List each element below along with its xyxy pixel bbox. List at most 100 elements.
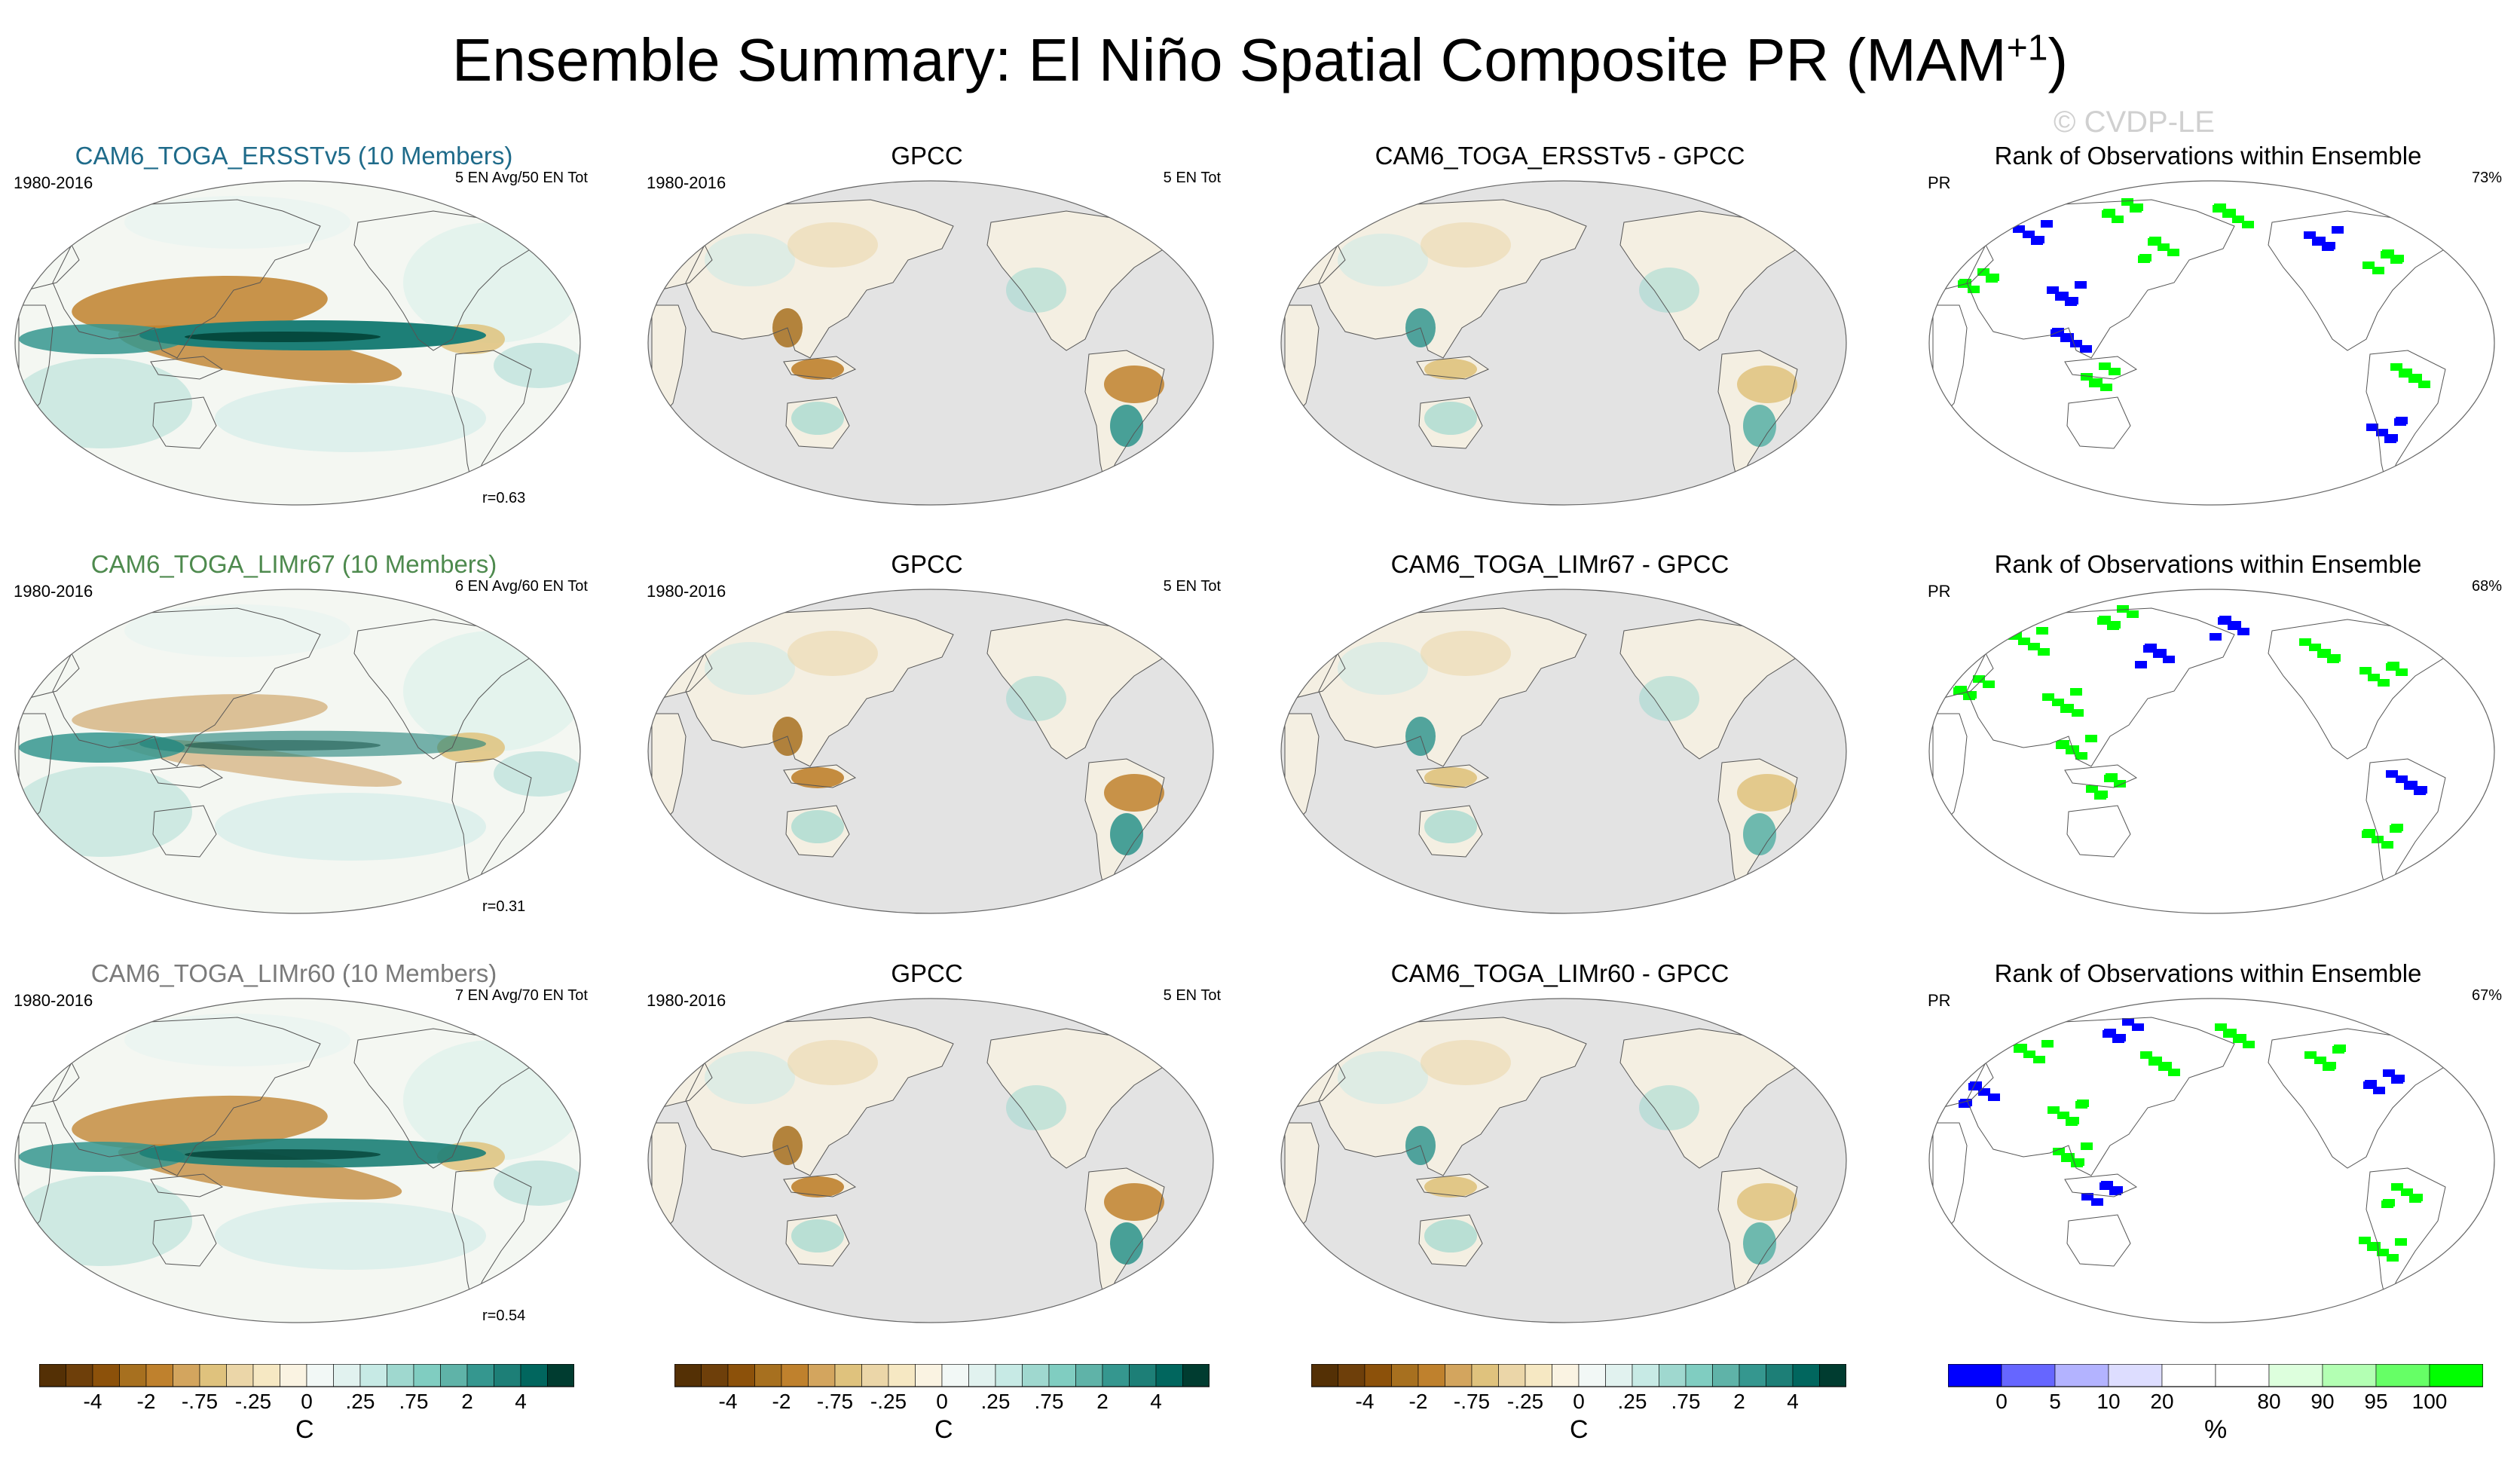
figure-title-close: ) <box>2048 26 2069 93</box>
map-rank <box>1928 998 2495 1323</box>
map-model <box>14 180 581 506</box>
colorbar-tick: .25 <box>980 1390 1011 1413</box>
colorbar-tick: -2 <box>136 1390 156 1413</box>
period-label: 1980-2016 <box>647 991 726 1010</box>
colorbar-tick: 100 <box>2411 1390 2448 1413</box>
diff-title: CAM6_TOGA_LIMr60 - GPCC <box>1390 959 1729 987</box>
period-label: 1980-2016 <box>647 582 726 601</box>
colorbar-tick: 4 <box>1150 1390 1162 1413</box>
colorbar-tick: 2 <box>461 1390 473 1413</box>
period-label: 1980-2016 <box>647 173 726 192</box>
colorbar-strip <box>1311 1364 1846 1387</box>
colorbar-tick: 0 <box>301 1390 313 1413</box>
panel-model-row3: CAM6_TOGA_LIMr60 (10 Members) 1980-2016 … <box>0 938 588 1338</box>
colorbar-tick: -.25 <box>870 1390 907 1413</box>
colorbar-anomaly-2: C -4 -2 -.75 -.25 0 .25 .75 2 4 <box>674 1364 1217 1447</box>
model-title: CAM6_TOGA_LIMr67 (10 Members) <box>90 550 497 578</box>
panel-obs-row1: GPCC 1980-2016 5 EN Tot <box>633 121 1221 520</box>
colorbar-tick: .75 <box>399 1390 429 1413</box>
event-count: 5 EN Tot <box>1163 170 1221 186</box>
colorbar-tick: 0 <box>1573 1390 1585 1413</box>
colorbar-tick: 90 <box>2311 1390 2335 1413</box>
variable-label: PR <box>1928 991 1951 1010</box>
period-label: 1980-2016 <box>14 173 93 192</box>
colorbar-tick: 2 <box>1096 1390 1109 1413</box>
pattern-correlation: r=0.31 <box>482 898 526 915</box>
map-obs <box>647 589 1214 914</box>
obs-title: GPCC <box>891 550 963 578</box>
panel-diff-row2: CAM6_TOGA_LIMr67 - GPCC <box>1266 529 1854 928</box>
map-diff <box>1280 180 1847 506</box>
pattern-correlation: r=0.63 <box>482 490 526 506</box>
colorbar-rank: % 0 5 10 20 80 90 95 100 <box>1948 1364 2491 1447</box>
model-title: CAM6_TOGA_ERSSTv5 (10 Members) <box>75 142 513 170</box>
colorbar-strip <box>674 1364 1210 1387</box>
panel-obs-row3: GPCC 1980-2016 5 EN Tot <box>633 938 1221 1338</box>
event-count: 6 EN Avg/60 EN Tot <box>454 578 588 595</box>
model-title: CAM6_TOGA_LIMr60 (10 Members) <box>90 959 497 987</box>
colorbar-tick: 4 <box>1787 1390 1799 1413</box>
map-rank <box>1928 589 2495 914</box>
colorbar-tick: .75 <box>1034 1390 1064 1413</box>
colorbar-tick: -2 <box>1408 1390 1428 1413</box>
colorbar-tick: -2 <box>772 1390 791 1413</box>
map-diff <box>1280 589 1847 914</box>
colorbar-tick: .25 <box>1617 1390 1647 1413</box>
map-rank <box>1928 180 2495 506</box>
colorbar-tick: 4 <box>515 1390 527 1413</box>
figure-title: Ensemble Summary: El Niño Spatial Compos… <box>0 23 2520 98</box>
colorbar-tick: 95 <box>2364 1390 2388 1413</box>
colorbar-strip <box>39 1364 574 1387</box>
map-diff <box>1280 998 1847 1323</box>
colorbar-tick: .75 <box>1671 1390 1701 1413</box>
colorbar-tick: -4 <box>1355 1390 1375 1413</box>
event-count: 5 EN Avg/50 EN Tot <box>454 170 588 186</box>
map-obs <box>647 180 1214 506</box>
colorbar-tick: 0 <box>1996 1390 2008 1413</box>
figure-title-text: Ensemble Summary: El Niño Spatial Compos… <box>451 26 2007 93</box>
colorbar-tick: -.75 <box>181 1390 219 1413</box>
rank-percent: 67% <box>2471 987 2502 1004</box>
map-model <box>14 589 581 914</box>
diff-title: CAM6_TOGA_ERSSTv5 - GPCC <box>1375 142 1745 170</box>
period-label: 1980-2016 <box>14 991 93 1010</box>
event-count: 5 EN Tot <box>1163 987 1221 1004</box>
panel-rank-row3: Rank of Observations within Ensemble PR … <box>1914 938 2502 1338</box>
rank-percent: 73% <box>2471 170 2502 186</box>
colorbar-tick: -.75 <box>1453 1390 1491 1413</box>
colorbar-tick: -4 <box>718 1390 738 1413</box>
map-model <box>14 998 581 1323</box>
panel-model-row1: CAM6_TOGA_ERSSTv5 (10 Members) 1980-2016… <box>0 121 588 520</box>
event-count: 7 EN Avg/70 EN Tot <box>454 987 588 1004</box>
obs-title: GPCC <box>891 142 963 170</box>
panel-obs-row2: GPCC 1980-2016 5 EN Tot <box>633 529 1221 928</box>
variable-label: PR <box>1928 582 1951 601</box>
colorbar-tick: -.75 <box>816 1390 854 1413</box>
event-count: 5 EN Tot <box>1163 578 1221 595</box>
panel-diff-row1: CAM6_TOGA_ERSSTv5 - GPCC <box>1266 121 1854 520</box>
colorbar-tick: 20 <box>2150 1390 2174 1413</box>
pattern-correlation: r=0.54 <box>482 1308 526 1324</box>
panel-rank-row1: Rank of Observations within Ensemble PR … <box>1914 121 2502 520</box>
diff-title: CAM6_TOGA_LIMr67 - GPCC <box>1390 550 1729 578</box>
colorbar-tick: 10 <box>2096 1390 2121 1413</box>
colorbar-anomaly-3: C -4 -2 -.75 -.25 0 .25 .75 2 4 <box>1311 1364 1854 1447</box>
colorbar-anomaly-1: C -4 -2 -.75 -.25 0 .25 .75 2 4 <box>39 1364 582 1447</box>
colorbar-unit: C <box>1570 1415 1589 1444</box>
colorbar-tick: 2 <box>1733 1390 1745 1413</box>
colorbar-tick: 0 <box>936 1390 948 1413</box>
colorbar-tick: -.25 <box>234 1390 272 1413</box>
colorbar-unit: C <box>934 1415 953 1444</box>
panel-diff-row3: CAM6_TOGA_LIMr60 - GPCC <box>1266 938 1854 1338</box>
rank-title: Rank of Observations within Ensemble <box>1994 142 2422 170</box>
panel-rank-row2: Rank of Observations within Ensemble PR … <box>1914 529 2502 928</box>
colorbar-tick: -4 <box>83 1390 102 1413</box>
colorbar-tick: 80 <box>2257 1390 2281 1413</box>
colorbar-tick: .25 <box>345 1390 375 1413</box>
rank-title: Rank of Observations within Ensemble <box>1994 959 2422 987</box>
rank-title: Rank of Observations within Ensemble <box>1994 550 2422 578</box>
figure-title-superscript: +1 <box>2006 28 2048 69</box>
colorbar-unit: C <box>295 1415 314 1444</box>
map-obs <box>647 998 1214 1323</box>
obs-title: GPCC <box>891 959 963 987</box>
